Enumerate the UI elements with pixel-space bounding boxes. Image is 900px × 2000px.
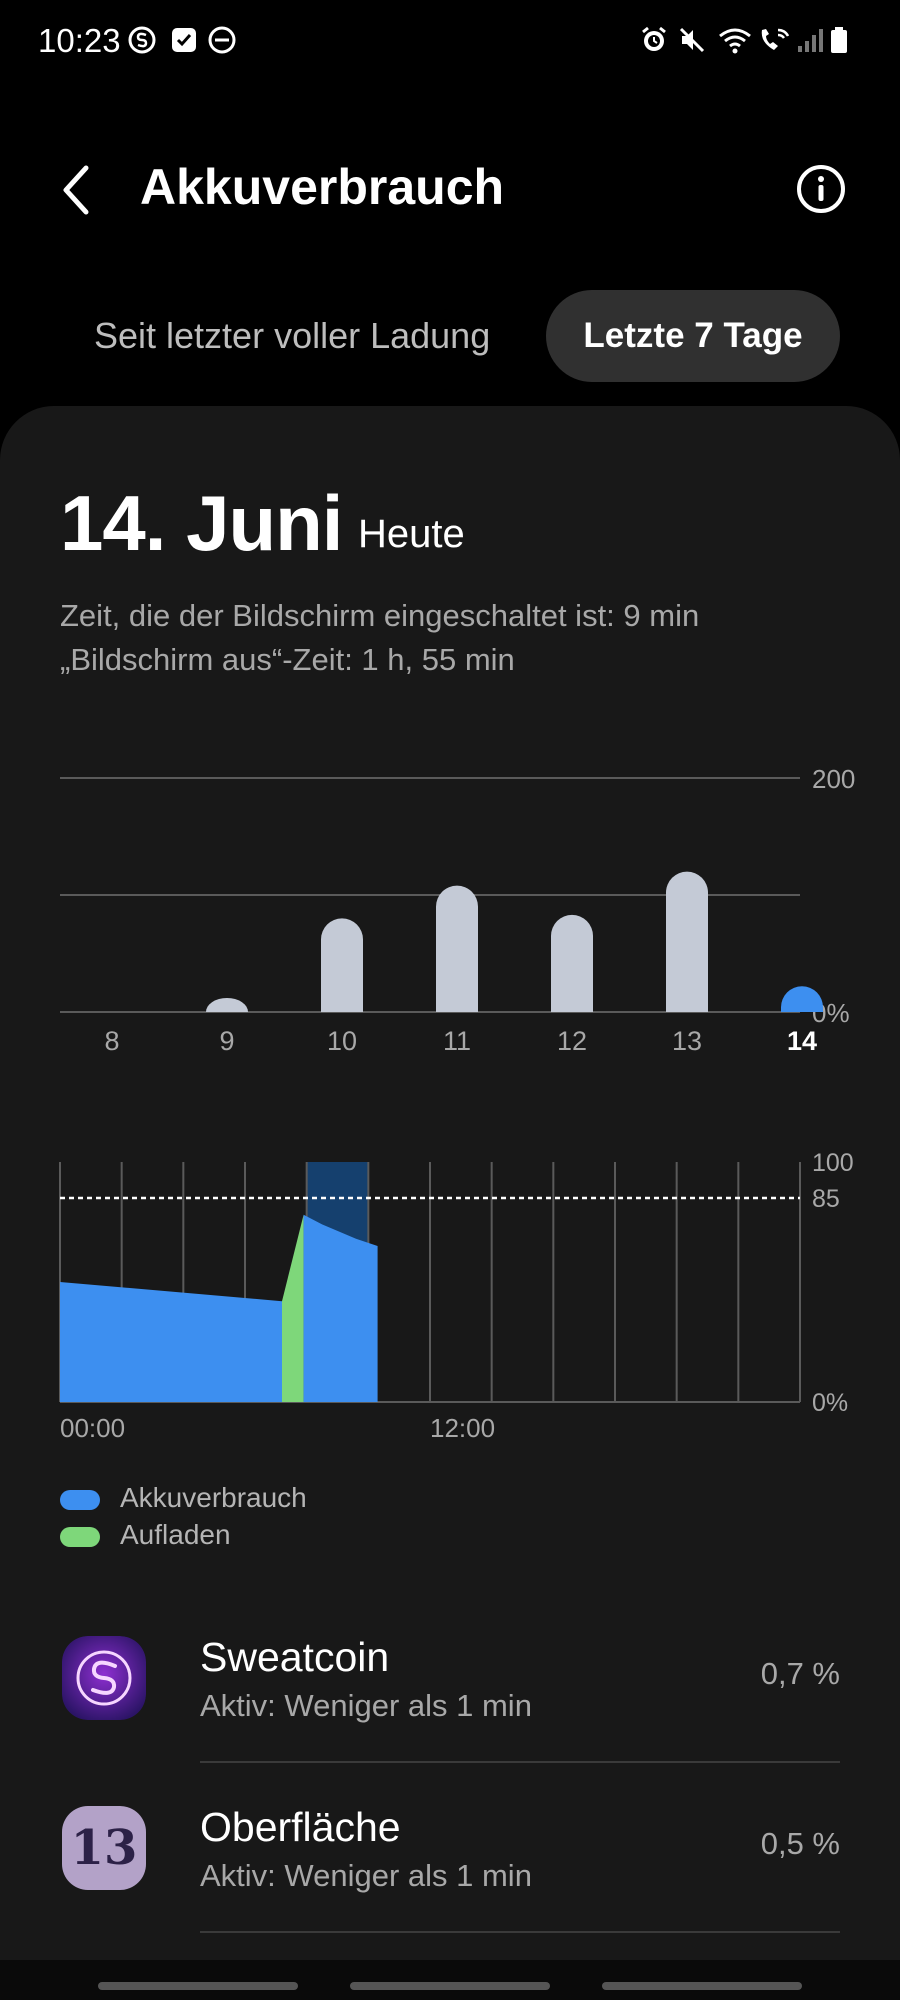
page-title: Akkuverbrauch [140, 159, 505, 215]
checkbox-icon [172, 28, 196, 52]
dnd-icon [208, 26, 236, 54]
x-tick-label: 9 [219, 1026, 234, 1056]
app-bar: Akkuverbrauch [0, 130, 900, 250]
nav-home-button[interactable] [350, 1982, 550, 1990]
date-suffix: Heute [358, 512, 465, 556]
screen-on-time: Zeit, die der Bildschirm eingeschaltet i… [60, 598, 700, 633]
bar [321, 918, 363, 1012]
app-usage-percent: 0,5 % [760, 1826, 840, 1861]
series-area [303, 1214, 378, 1402]
sweatcoin-icon [128, 26, 156, 54]
legend-label-charging: Aufladen [120, 1519, 231, 1550]
info-icon[interactable] [795, 163, 847, 215]
app-active-time: Aktiv: Weniger als 1 min [200, 1858, 532, 1893]
nav-back-button[interactable] [602, 1982, 802, 1990]
tab-since-full-charge[interactable]: Seit letzter voller Ladung [94, 315, 491, 356]
x-tick-label: 12:00 [430, 1413, 495, 1440]
app-row-sweatcoin[interactable]: Sweatcoin Aktiv: Weniger als 1 min 0,7 % [0, 1606, 900, 1776]
bar [781, 986, 823, 1012]
y-tick-label: 100 [812, 1149, 854, 1177]
wifi-call-icon [761, 28, 790, 50]
period-tabs: Seit letzter voller Ladung Letzte 7 Tage [0, 290, 900, 382]
back-arrow-icon[interactable] [54, 160, 98, 220]
selected-date: 14. Juni [60, 479, 343, 567]
nav-recents-button[interactable] [98, 1982, 298, 1990]
x-tick-label: 11 [443, 1026, 471, 1056]
x-tick-label: 12 [557, 1026, 587, 1056]
status-time: 10:23 [38, 22, 121, 59]
y-tick-label: 85 [812, 1185, 840, 1213]
x-tick-label: 13 [672, 1026, 702, 1056]
navigation-bar [0, 1960, 900, 2000]
y-tick-label: 200 [812, 764, 855, 794]
one-ui-app-icon: 13 [62, 1806, 146, 1890]
bar [206, 997, 248, 1012]
x-tick-label: 00:00 [60, 1413, 125, 1440]
x-tick-label: 10 [327, 1026, 357, 1056]
bar [436, 885, 478, 1012]
bar [666, 871, 708, 1012]
wifi-icon [719, 28, 751, 54]
app-name: Sweatcoin [200, 1634, 390, 1680]
signal-icon [798, 29, 823, 52]
legend-swatch-usage [60, 1489, 100, 1510]
series-area [60, 1282, 282, 1402]
y-tick-label: 0% [812, 1389, 848, 1417]
bar [551, 914, 593, 1012]
mute-icon [679, 27, 705, 53]
legend-item-usage: Akkuverbrauch [60, 1482, 307, 1514]
screen-off-time: „Bildschirm aus“-Zeit: 1 h, 55 min [60, 642, 515, 677]
app-name: Oberfläche [200, 1804, 401, 1850]
status-bar: 10:23 [0, 0, 900, 84]
legend-swatch-charging [60, 1526, 100, 1547]
sweatcoin-app-icon [62, 1636, 146, 1720]
list-divider [200, 1761, 840, 1763]
series-area [282, 1214, 304, 1402]
legend-label-usage: Akkuverbrauch [120, 1482, 307, 1513]
app-active-time: Aktiv: Weniger als 1 min [200, 1688, 532, 1723]
app-usage-percent: 0,7 % [760, 1656, 840, 1691]
usage-card [0, 406, 900, 2000]
tab-last-7-days[interactable]: Letzte 7 Tage [546, 290, 840, 382]
battery-level-chart: 100 85 0% 00:00 12:00 [59, 1149, 854, 1440]
alarm-icon [642, 26, 666, 51]
x-tick-label: 8 [104, 1026, 119, 1056]
x-tick-label: 14 [787, 1026, 817, 1056]
app-row-oberflaeche[interactable]: 13 Oberfläche Aktiv: Weniger als 1 min 0… [0, 1776, 900, 1946]
list-divider [200, 1931, 840, 1933]
battery-icon [831, 27, 847, 53]
legend-item-charging: Aufladen [60, 1519, 231, 1551]
